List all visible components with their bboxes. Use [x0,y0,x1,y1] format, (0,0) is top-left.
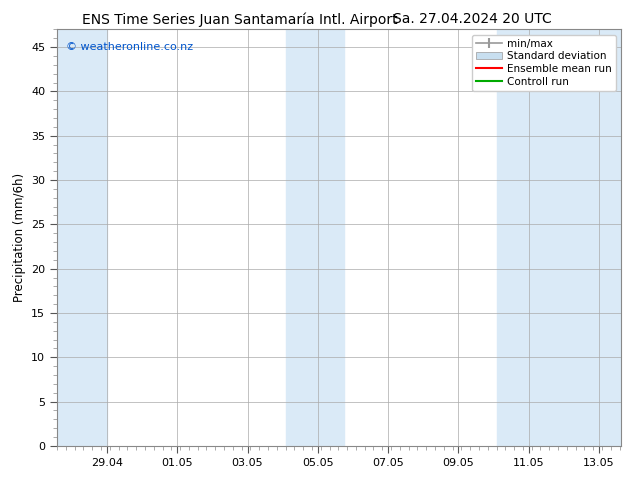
Text: © weatheronline.co.nz: © weatheronline.co.nz [65,42,193,52]
Bar [57,29,107,446]
Text: ENS Time Series Juan Santamaría Intl. Airport: ENS Time Series Juan Santamaría Intl. Ai… [82,12,398,27]
Legend: min/max, Standard deviation, Ensemble mean run, Controll run: min/max, Standard deviation, Ensemble me… [472,35,616,91]
Bar [285,29,344,446]
Y-axis label: Precipitation (mm/6h): Precipitation (mm/6h) [13,173,25,302]
Text: Sa. 27.04.2024 20 UTC: Sa. 27.04.2024 20 UTC [393,12,552,26]
Bar [496,29,621,446]
